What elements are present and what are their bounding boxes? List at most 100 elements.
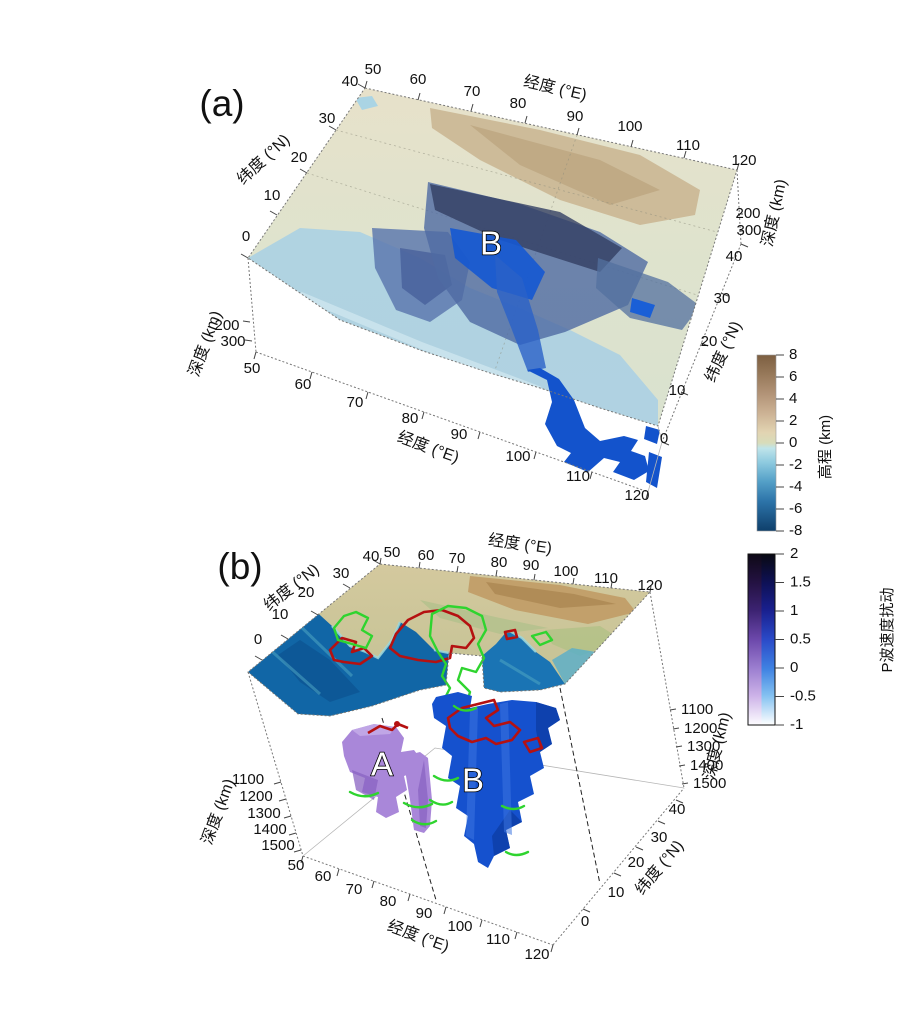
slab-sunda-below-a [527,368,649,480]
annotation-b-panel-b: B [462,762,484,799]
green-contours-map-b [332,604,554,714]
tick-label: 110 [566,468,590,485]
tick-label: 2 [789,412,797,429]
tick-label: 110 [486,931,510,948]
tick-label: 1300 [687,738,720,755]
tick-label: 1 [790,602,798,619]
tick-label: -4 [789,478,802,495]
tick-label: 10 [608,884,625,901]
tick-label: 10 [264,187,281,204]
tick-label: 110 [594,570,618,587]
tick-label: 80 [491,554,508,571]
tick-label: 50 [384,544,401,561]
body-b-stripes [466,702,512,840]
tick-label: 70 [464,83,481,100]
tick-label: 120 [624,487,649,504]
tick-label: 120 [524,946,549,963]
body-a-main [342,724,420,818]
tick-label: 40 [363,548,380,565]
ticks-b-right-lat [582,799,684,913]
colorbar-pwave: 2 1.5 1 0.5 0 -0.5 -1 P波速度扰动 [747,545,896,733]
tick-label: 0 [581,913,589,930]
slab-east-a [596,258,700,330]
tick-label: 0 [789,434,797,451]
tick-label: -0.5 [790,687,816,704]
map-surface-b [247,563,652,717]
map-surface-a [247,87,738,488]
slab-burma-band-a [495,255,546,372]
red-dot-body-a [394,721,400,727]
lowland-green-east-b [545,626,622,656]
tick-label: 40 [669,801,686,818]
tick-label: 80 [402,410,419,427]
tick-label: 1100 [232,771,264,788]
tick-label: 200 [214,317,239,334]
tick-label: 0 [790,659,798,676]
body-b [428,692,560,868]
tick-label: 100 [553,563,578,580]
tick-label: 20 [701,333,718,350]
slab-main-darkband-a [430,184,622,272]
box-edges-b [247,591,685,946]
panel-a-label: (a) [199,83,244,124]
box-faint-b [302,747,685,857]
tick-label: 4 [789,390,797,407]
tick-label: 50 [288,857,305,874]
tick-label: 120 [637,577,662,594]
ticks-a-right-lat [661,243,749,446]
tick-label: 0.5 [790,630,811,647]
ticklabels-b-lon-top: 50 60 70 80 90 100 110 120 [384,544,663,594]
tick-label: 8 [789,346,797,363]
colorbar-elevation-bar [756,354,777,532]
axis-title-b-lon-bottom: 经度 (°E) [385,917,451,956]
tick-label: 90 [451,426,468,443]
colorbar-elevation: 8 6 4 2 0 -2 -4 -6 -8 高程 (km) [756,346,834,539]
caspian-lake-a [355,96,378,110]
tick-label: 60 [418,547,435,564]
tibet-ridges-b [486,582,616,608]
tick-label: 110 [676,137,700,154]
body-a [342,721,438,833]
ocean-b-ridge-streaks [267,620,541,696]
ticks-a-left-depth [242,320,253,342]
tick-label: 1100 [681,701,713,718]
lowland-green-b [420,600,548,634]
tick-label: 20 [628,854,645,871]
panel-a: (a) [185,61,834,539]
ticklabels-a-lat-right: 40 30 20 10 0 [660,248,743,447]
tick-label: 90 [416,905,433,922]
axis-title-a-lat-right: 纬度 (°N) [701,318,745,385]
colorbar-elevation-ticklabels: 8 6 4 2 0 -2 -4 -6 -8 [789,346,802,539]
tick-label: 50 [365,61,382,78]
red-contour-body-a [367,722,409,735]
ocean-b-east [482,630,565,692]
tick-label: 30 [319,110,336,127]
tick-label: 100 [447,918,472,935]
body-a-shading [352,760,428,828]
tick-label: 0 [660,430,668,447]
tick-label: 80 [380,893,397,910]
panel-b: (b) [198,531,896,963]
ticks-b-top [379,557,652,593]
axis-title-a-depth-left: 深度 (km) [185,308,225,378]
ocean-a [248,228,658,426]
tick-label: 1400 [253,821,286,838]
tick-label: 40 [342,73,359,90]
tick-label: 30 [714,290,731,307]
tick-label: 300 [736,222,761,239]
ticks-b-left-lat [254,559,381,661]
tick-label: -1 [790,716,803,733]
axis-title-a-depth-right: 深度 (km) [758,177,790,248]
box-edges-a [247,169,742,493]
tick-label: 100 [617,118,642,135]
tick-label: 60 [315,868,332,885]
tick-label: 1200 [239,788,272,805]
ocean-a-shelf [298,291,542,394]
colorbar-elevation-ticks [776,354,784,532]
red-contours-map-b [328,608,519,666]
tick-label: 70 [347,394,364,411]
tick-label: 1500 [261,837,294,854]
slab-east-spot-a [630,298,655,318]
